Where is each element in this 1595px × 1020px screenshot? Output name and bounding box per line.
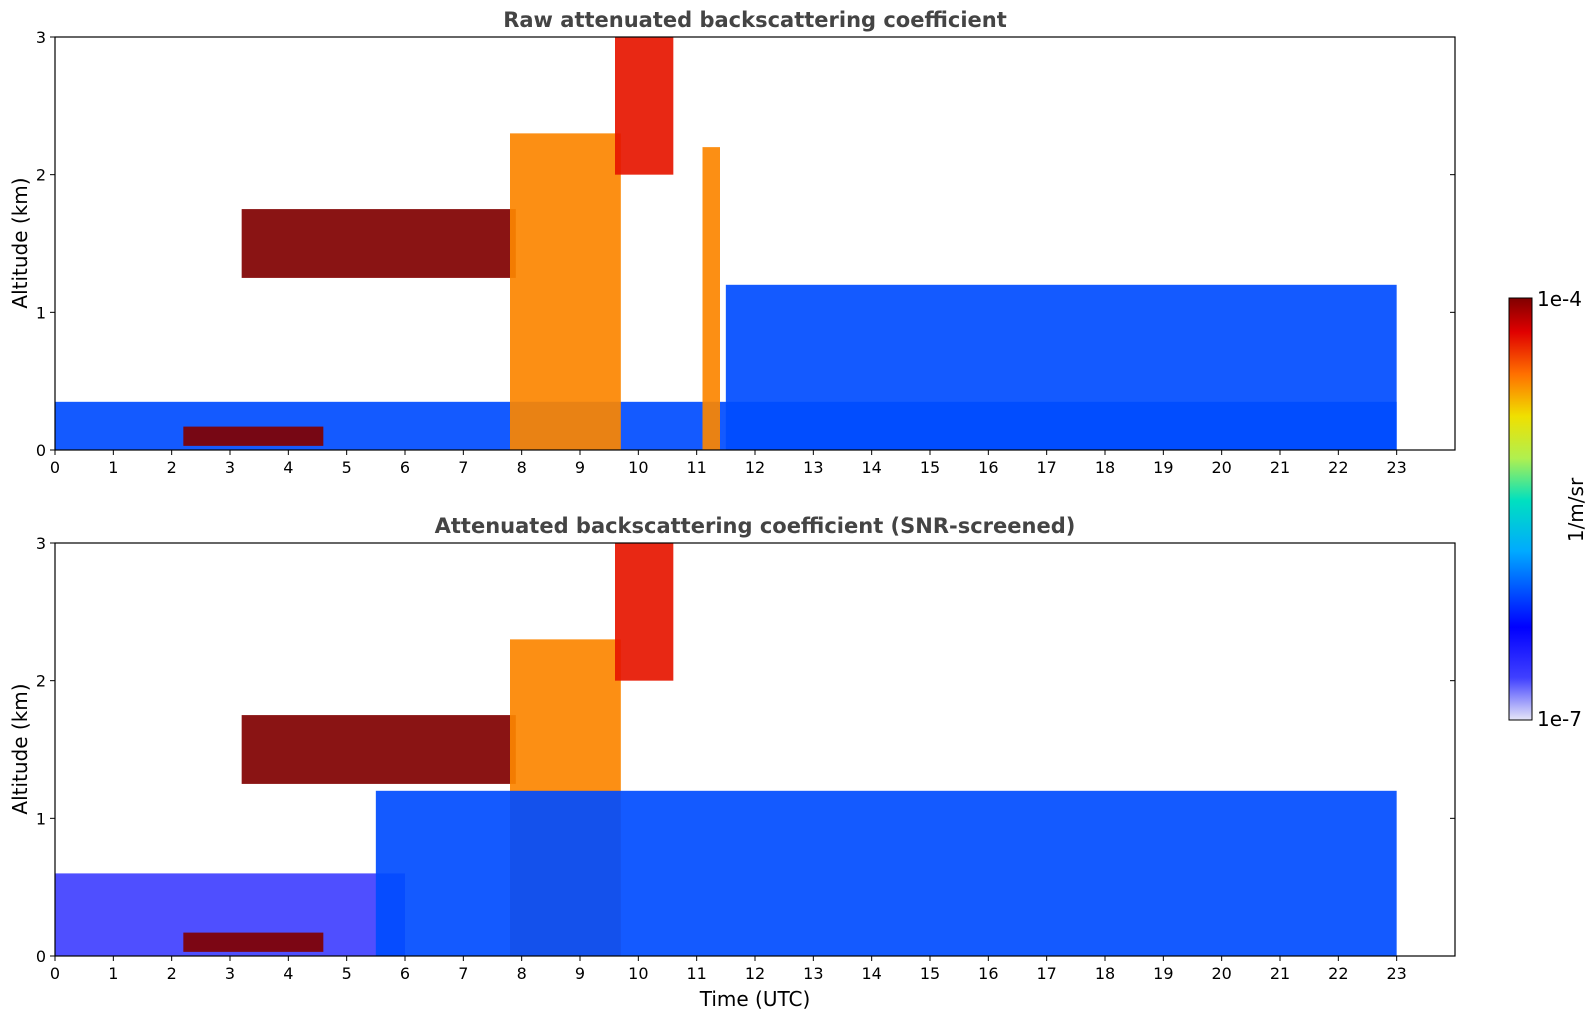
x-tick-label: 21 [1270,964,1290,983]
x-tick-label: 16 [978,458,998,477]
x-axis-raw: 0 1 2 3 4 5 6 7 8 9 10 11 12 13 14 15 16 17 18 19 20 21 22 23 [50,450,1407,477]
x-tick-label: 3 [225,964,235,983]
y-tick-label: 1 [36,303,46,322]
x-tick-label: 20 [1211,458,1231,477]
x-tick-label: 5 [342,458,352,477]
y-axis-screened: 0 1 2 3 [36,534,1455,966]
x-tick-label: 13 [803,458,823,477]
x-tick-label: 9 [575,964,585,983]
heatmap-feature-6 [725,284,1397,450]
y-axis-label-raw: Altitude (km) [8,177,32,308]
x-tick-label: 4 [283,964,293,983]
heatmap-screened [55,543,1397,956]
x-tick-label: 11 [686,964,706,983]
x-tick-label: 17 [1036,458,1056,477]
y-axis-raw: 0 1 2 3 [36,28,1455,460]
heatmap-feature-1 [183,932,324,952]
colorbar-gradient [1508,297,1533,721]
x-tick-label: 18 [1095,964,1115,983]
x-tick-label: 22 [1328,964,1348,983]
x-tick-label: 8 [517,458,527,477]
x-tick-label: 7 [458,964,468,983]
x-tick-label: 23 [1386,964,1406,983]
x-tick-label: 4 [283,458,293,477]
x-tick-label: 21 [1270,458,1290,477]
heatmap-feature-4 [615,37,674,175]
heatmap-feature-4 [615,543,674,681]
x-tick-label: 10 [628,458,648,477]
x-tick-label: 14 [861,964,881,983]
snr-screened-panel: Attenuated backscattering coefficient (S… [8,514,1456,1011]
x-tick-label: 13 [803,964,823,983]
heatmap-feature-2 [241,715,516,784]
x-tick-label: 17 [1036,964,1056,983]
x-tick-label: 22 [1328,458,1348,477]
x-tick-label: 3 [225,458,235,477]
x-tick-label: 10 [628,964,648,983]
x-tick-label: 5 [342,964,352,983]
heatmap-feature-5 [702,147,720,450]
y-tick-label: 0 [36,441,46,460]
x-tick-label: 9 [575,458,585,477]
x-tick-label: 19 [1153,458,1173,477]
chart-title-raw: Raw attenuated backscattering coefficien… [503,8,1007,32]
x-tick-label: 15 [920,964,940,983]
colorbar: 1e-4 1e-7 1/m/sr [1508,287,1588,731]
heatmap-feature-3 [510,133,621,450]
x-tick-label: 0 [50,458,60,477]
y-tick-label: 2 [36,672,46,691]
x-tick-label: 7 [458,458,468,477]
colorbar-min-label: 1e-7 [1537,707,1582,731]
x-tick-label: 16 [978,964,998,983]
x-tick-label: 12 [745,458,765,477]
x-tick-label: 2 [167,964,177,983]
x-tick-label: 15 [920,458,940,477]
x-tick-label: 6 [400,458,410,477]
x-tick-label: 11 [686,458,706,477]
heatmap-feature-2 [241,209,516,278]
y-tick-label: 3 [36,534,46,553]
x-tick-label: 6 [400,964,410,983]
x-tick-label: 1 [108,458,118,477]
x-axis-screened: 0 1 2 3 4 5 6 7 8 9 10 11 12 13 14 15 16 17 18 19 20 21 22 23 [50,956,1407,983]
x-tick-label: 0 [50,964,60,983]
heatmap-feature-5 [375,790,1397,956]
y-tick-label: 1 [36,809,46,828]
colorbar-max-label: 1e-4 [1537,287,1582,311]
x-tick-label: 12 [745,964,765,983]
x-tick-label: 20 [1211,964,1231,983]
y-axis-label-screened: Altitude (km) [8,683,32,814]
x-tick-label: 18 [1095,458,1115,477]
x-tick-label: 14 [861,458,881,477]
y-tick-label: 0 [36,947,46,966]
heatmap-raw [55,37,1397,450]
x-tick-label: 1 [108,964,118,983]
y-tick-label: 2 [36,166,46,185]
heatmap-feature-1 [183,426,324,446]
x-tick-label: 19 [1153,964,1173,983]
x-tick-label: 8 [517,964,527,983]
x-axis-label: Time (UTC) [699,987,811,1011]
colorbar-label: 1/m/sr [1564,477,1588,542]
chart-title-screened: Attenuated backscattering coefficient (S… [435,514,1076,538]
x-tick-label: 2 [167,458,177,477]
y-tick-label: 3 [36,28,46,47]
raw-backscatter-panel: Raw attenuated backscattering coefficien… [8,8,1456,477]
x-tick-label: 23 [1386,458,1406,477]
